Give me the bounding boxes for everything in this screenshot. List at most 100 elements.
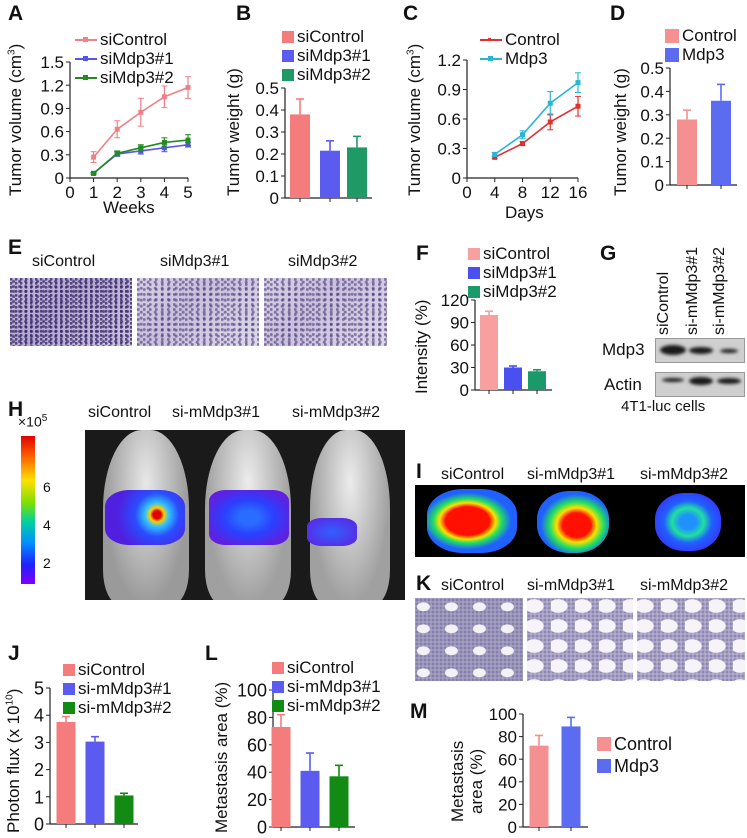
y-tick-label: 60	[498, 750, 517, 769]
data-point	[114, 126, 120, 132]
y-tick-label: 40	[247, 763, 267, 783]
series-line	[494, 105, 579, 159]
series-control	[491, 95, 581, 160]
g-row-label-mdp3: Mdp3	[602, 340, 645, 359]
x-tick-label: 0	[65, 183, 74, 202]
panel-label-h: H	[8, 398, 24, 421]
data-point	[161, 145, 167, 151]
e-title: siMdp3#1	[160, 253, 230, 270]
panel-label-m: M	[410, 700, 428, 723]
y-tick-label: 5	[34, 678, 44, 698]
legend-item: siMdp3#1	[75, 49, 174, 68]
y-tick-label: 0.5	[640, 59, 664, 78]
chart-d: 0 0.1 0.2 0.3 0.4 0.5	[640, 59, 737, 195]
y-tick-label: 4	[34, 706, 44, 726]
data-point	[547, 100, 553, 106]
series-sicontrol	[90, 76, 191, 164]
data-point	[138, 145, 144, 151]
panel-label-g: G	[600, 242, 617, 265]
line-swatch	[75, 36, 97, 42]
bar-control	[529, 745, 549, 827]
legend-label: si-mMdp3#2	[78, 698, 172, 717]
data-point	[575, 103, 581, 109]
y-tick-label: 0	[508, 818, 517, 837]
legend-item: siControl	[272, 658, 381, 677]
y-tick-label: 0.3	[40, 146, 64, 165]
panel-label-l: L	[205, 642, 218, 665]
legend-c: Control Mdp3	[480, 30, 560, 68]
y-tick-label: 0.3	[437, 140, 461, 159]
legend-item: Control	[597, 733, 672, 755]
legend-j: siControl si-mMdp3#1 si-mMdp3#2	[63, 660, 172, 717]
legend-a: siControl siMdp3#1 siMdp3#2	[75, 30, 174, 87]
panel-label-i: I	[416, 460, 422, 483]
panel-label-a: A	[8, 2, 24, 25]
lung-bioluminescence-image	[415, 485, 745, 557]
data-point	[91, 154, 97, 160]
g-lane-label: si-mMdp3#1	[684, 246, 701, 335]
g-row-label-actin: Actin	[604, 375, 642, 394]
legend-item: si-mMdp3#2	[272, 696, 381, 715]
k-title: si-mMdp3#2	[640, 577, 729, 594]
signal-si-mmdp3-2	[307, 518, 357, 546]
h-title: siControl	[88, 404, 152, 421]
x-tick-label: 3	[136, 183, 145, 202]
i-title: si-mMdp3#1	[527, 466, 616, 483]
y-axis-label-l: Metastasis area (%)	[212, 681, 231, 833]
legend-label: siControl	[287, 658, 355, 677]
i-title: si-mMdp3#2	[640, 466, 729, 483]
lung-histology-sicontrol	[415, 598, 523, 681]
x-tick-label: 5	[183, 183, 192, 202]
legend-label: siMdp3#1	[483, 263, 557, 282]
legend-item: siMdp3#2	[468, 282, 557, 301]
bar-simdp3-2	[347, 147, 367, 198]
legend-label: siMdp3#2	[100, 68, 174, 87]
x-tick-label: 4	[490, 183, 499, 202]
legend-item: siControl	[468, 244, 557, 263]
chart-j: 0 1 2 3 4 5	[34, 678, 138, 834]
y-tick-label: 0.3	[640, 106, 664, 125]
y-axis-label-b: Tumor weight (g)	[224, 68, 243, 196]
i-title: siControl	[441, 466, 505, 483]
legend-label: siControl	[78, 660, 146, 679]
data-point	[520, 141, 525, 147]
x-tick-label: 8	[518, 183, 527, 202]
legend-label: siMdp3#1	[297, 46, 371, 65]
y-tick-label: 0	[34, 814, 44, 834]
k-title: siControl	[441, 577, 505, 594]
legend-label: si-mMdp3#1	[287, 677, 381, 696]
legend-label: si-mMdp3#2	[287, 696, 381, 715]
legend-b: siControl siMdp3#1 siMdp3#2	[282, 27, 371, 84]
y-tick-label: 0.3	[255, 123, 279, 142]
legend-l: siControl si-mMdp3#1 si-mMdp3#2	[272, 658, 381, 715]
x-tick-label: 2	[112, 183, 121, 202]
chart-l: 0 20 40 60 80 100	[237, 680, 355, 837]
y-tick-label: 30	[450, 359, 469, 378]
data-point	[185, 137, 191, 143]
bar-mdp3	[561, 726, 581, 827]
y-tick-label: 0	[257, 817, 267, 837]
colorbar-tick: 2	[43, 555, 51, 571]
y-axis-label-d: Tumor weight (g)	[611, 68, 630, 196]
chart-f: 0 30 60 90 120	[441, 291, 552, 400]
data-point	[492, 154, 498, 160]
bar-sicontrol	[56, 722, 76, 824]
legend-label: siControl	[297, 27, 365, 46]
series-mdp3	[491, 72, 581, 157]
h-title: si-mMdp3#2	[292, 404, 381, 421]
signal-sicontrol	[105, 490, 185, 545]
legend-item: si-mMdp3#1	[63, 679, 172, 698]
bar-si-mmdp3-1	[85, 741, 105, 824]
legend-label: siControl	[100, 30, 168, 49]
bar-simdp3-2	[528, 371, 546, 390]
bar-sicontrol	[271, 726, 291, 827]
legend-label: si-mMdp3#1	[78, 679, 172, 698]
y-tick-label: 0	[452, 169, 461, 188]
y-axis-label-j: Photon flux (x 1010)	[4, 688, 23, 833]
western-blot-actin	[655, 372, 745, 397]
legend-item: siControl	[282, 27, 371, 46]
x-axis-label-a: Weeks	[103, 198, 155, 217]
lung-histology-si-mmdp3-1	[527, 598, 633, 681]
panel-label-j: J	[8, 642, 20, 665]
legend-item: siMdp3#2	[282, 65, 371, 84]
